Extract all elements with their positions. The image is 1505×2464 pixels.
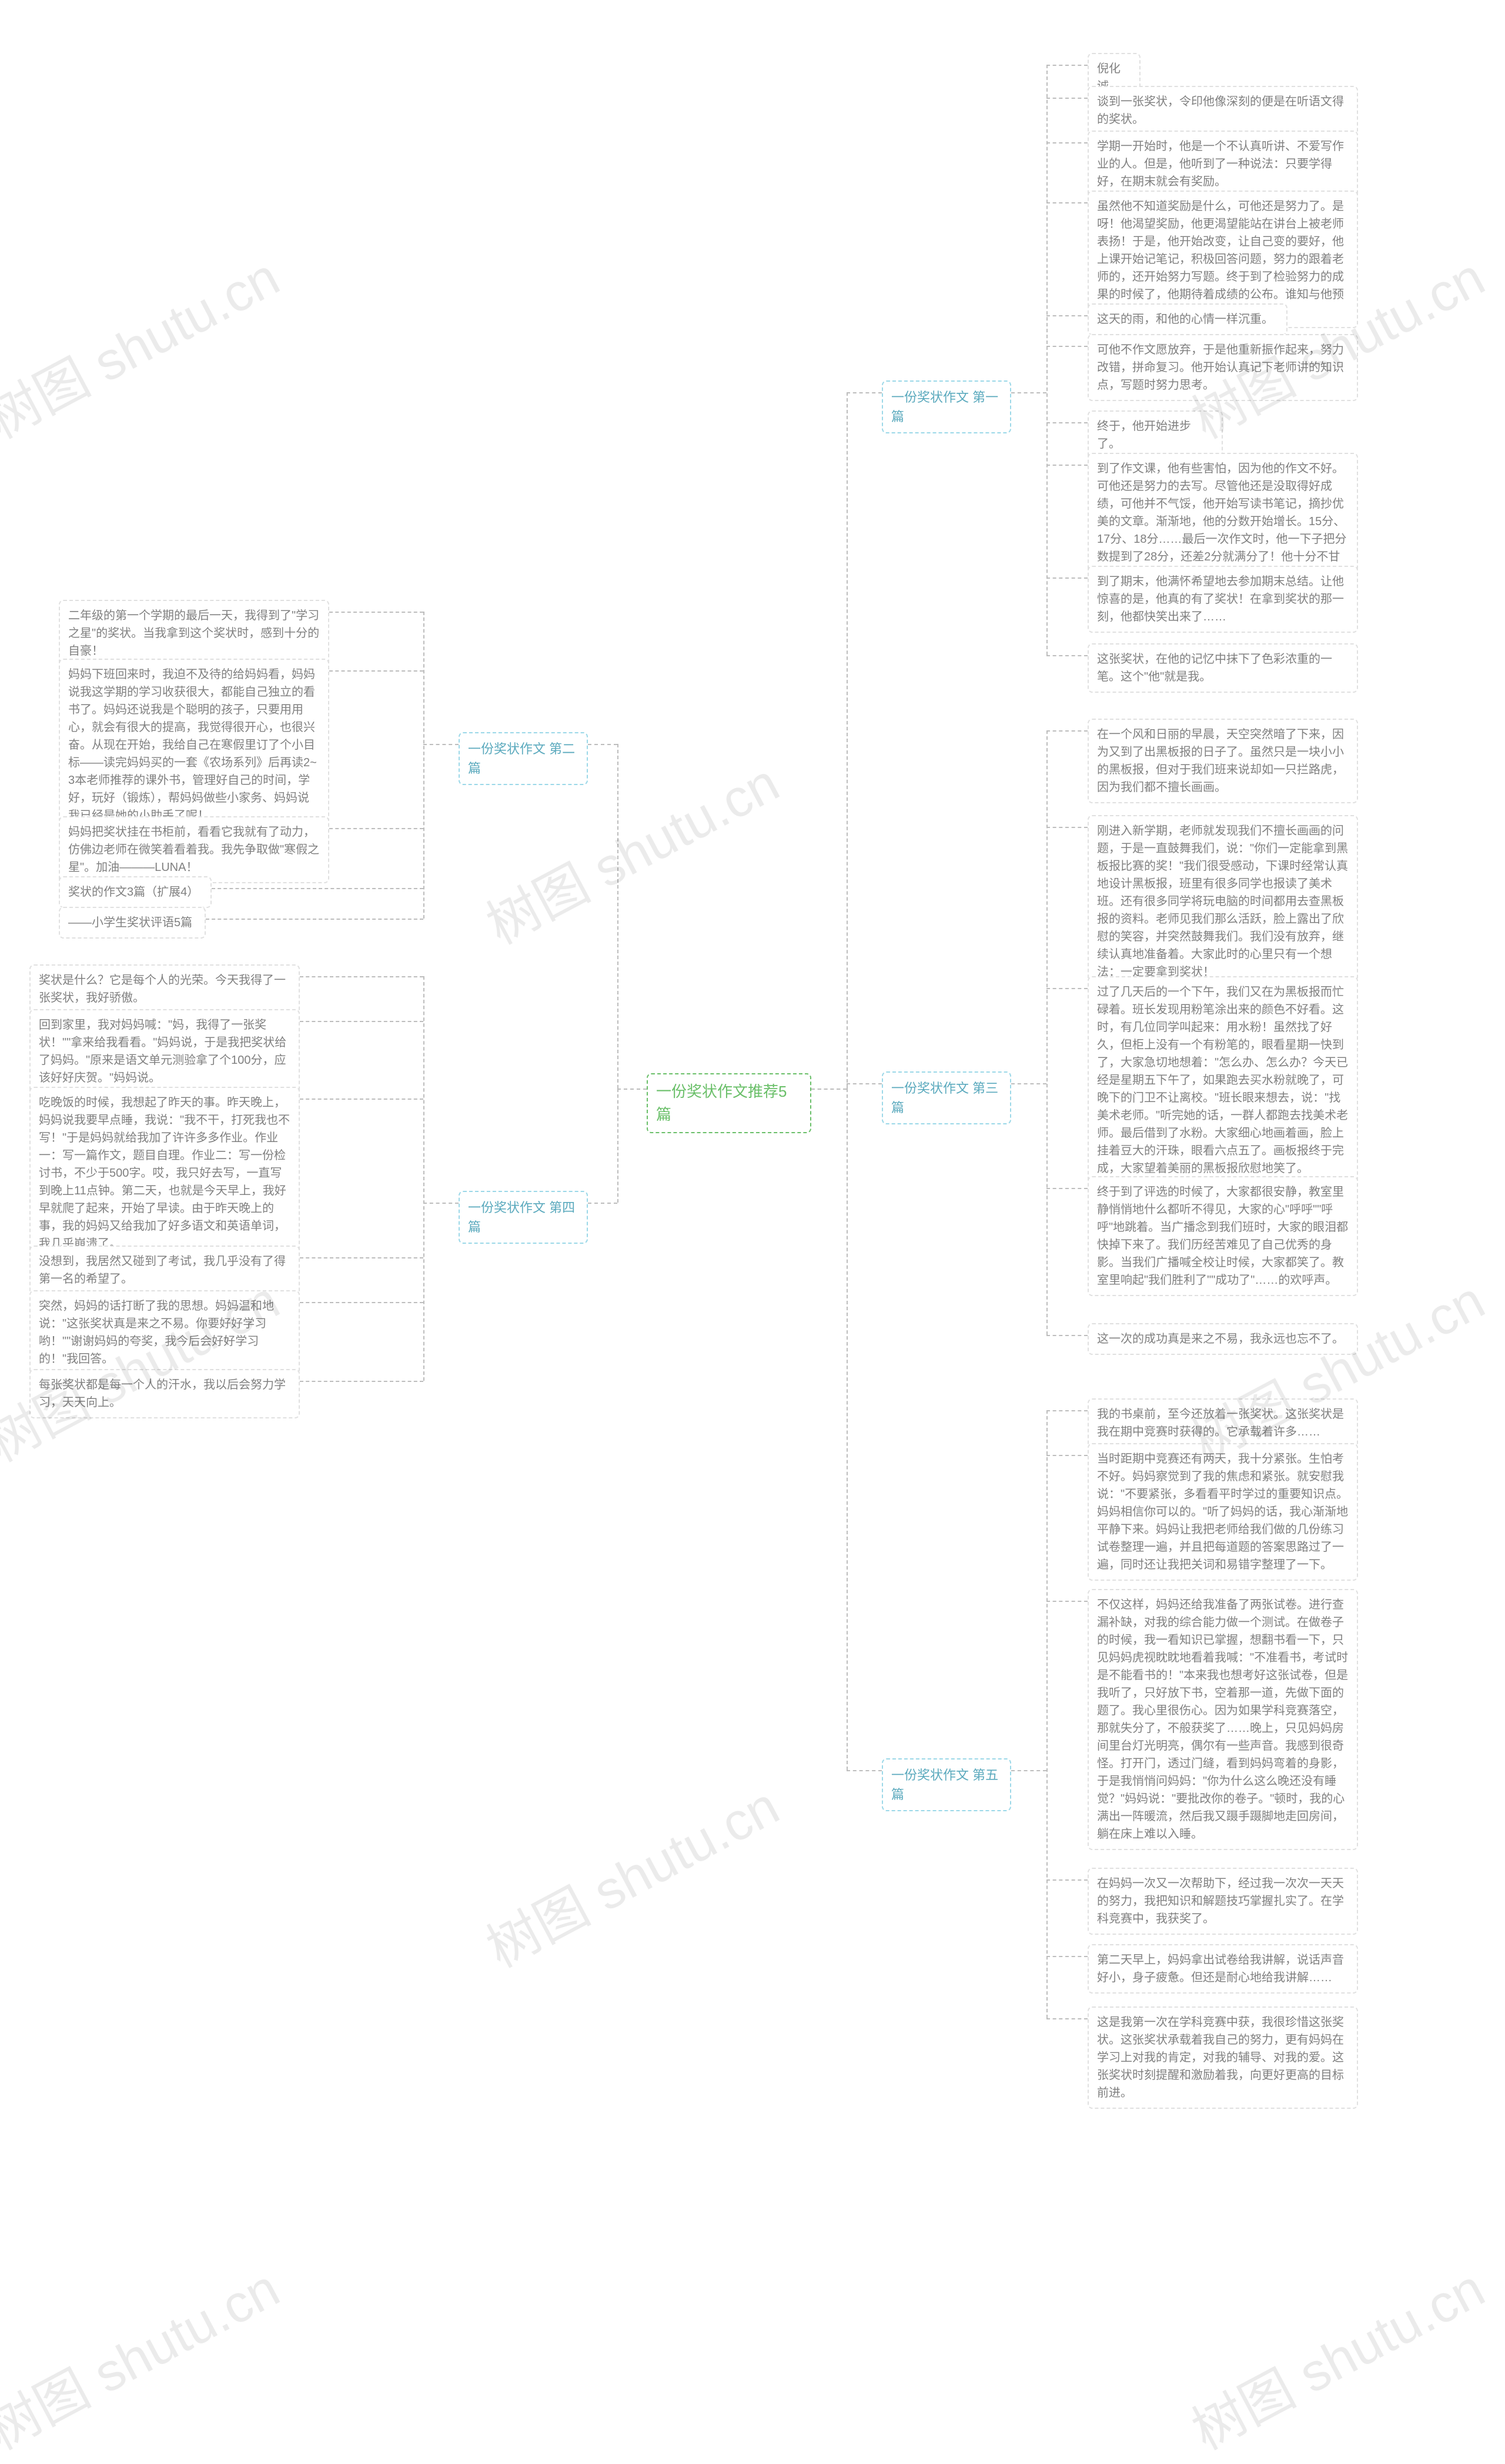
root-node[interactable]: 一份奖状作文推荐5篇 [647, 1073, 811, 1133]
leaf-node[interactable]: 谈到一张奖状，令印他像深刻的便是在听语文得的奖状。 [1088, 86, 1358, 135]
leaf-node[interactable]: 妈妈把奖状挂在书柜前，看看它我就有了动力，仿佛边老师在微笑着看着我。我先争取做"… [59, 816, 329, 883]
leaf-node[interactable]: 没想到，我居然又碰到了考试，我几乎没有了得第一名的希望了。 [29, 1246, 300, 1295]
leaf-node[interactable]: 二年级的第一个学期的最后一天，我得到了"学习之星"的奖状。当我拿到这个奖状时，感… [59, 600, 329, 667]
branch-node[interactable]: 一份奖状作文 第四篇 [459, 1191, 588, 1244]
branch-node[interactable]: 一份奖状作文 第一篇 [882, 380, 1011, 433]
leaf-node[interactable]: 突然，妈妈的话打断了我的思想。妈妈温和地说："这张奖状真是来之不易。你要好好学习… [29, 1290, 300, 1375]
leaf-node[interactable]: 终于到了评选的时候了，大家都很安静，教室里静悄悄地什么都听不得见，大家的心"呼呼… [1088, 1176, 1358, 1296]
leaf-node[interactable]: 妈妈下班回来时，我迫不及待的给妈妈看，妈妈说我这学期的学习收获很大，都能自己独立… [59, 659, 329, 832]
leaf-node[interactable]: 这一次的成功真是来之不易，我永远也忘不了。 [1088, 1323, 1358, 1355]
leaf-node[interactable]: 奖状的作文3篇（扩展4） [59, 876, 212, 908]
leaf-node[interactable]: 不仅这样，妈妈还给我准备了两张试卷。进行查漏补缺，对我的综合能力做一个测试。在做… [1088, 1589, 1358, 1850]
watermark: 树图 shutu.cn [0, 235, 290, 453]
leaf-node[interactable]: 每张奖状都是每一个人的汗水，我以后会努力学习，天天向上。 [29, 1369, 300, 1418]
leaf-node[interactable]: 我的书桌前，至今还放着一张奖状。这张奖状是我在期中竞赛时获得的。它承载着许多…… [1088, 1398, 1358, 1448]
watermark: 树图 shutu.cn [471, 1764, 790, 1982]
watermark: 树图 shutu.cn [0, 2246, 290, 2464]
leaf-node[interactable]: 在妈妈一次又一次帮助下，经过我一次次一天天的努力，我把知识和解题技巧掌握扎实了。… [1088, 1868, 1358, 1935]
leaf-node[interactable]: 过了几天后的一个下午，我们又在为黑板报而忙碌着。班长发现用粉笔涂出来的颜色不好看… [1088, 976, 1358, 1184]
branch-node[interactable]: 一份奖状作文 第二篇 [459, 732, 588, 785]
leaf-node[interactable]: 到了期末，他满怀希望地去参加期末总结。让他惊喜的是，他真的有了奖状！在拿到奖状的… [1088, 566, 1358, 633]
mindmap-canvas: 树图 shutu.cn树图 shutu.cn树图 shutu.cn树图 shut… [0, 0, 1505, 2328]
branch-node[interactable]: 一份奖状作文 第五篇 [882, 1758, 1011, 1811]
leaf-node[interactable]: 刚进入新学期，老师就发现我们不擅长画画的问题，于是一直鼓舞我们，说："你们一定能… [1088, 815, 1358, 988]
leaf-node[interactable]: 吃晚饭的时候，我想起了昨天的事。昨天晚上，妈妈说我要早点睡，我说："我不干，打死… [29, 1087, 300, 1260]
leaf-node[interactable]: 在一个风和日丽的早晨，天空突然暗了下来，因为又到了出黑板报的日子了。虽然只是一块… [1088, 719, 1358, 803]
leaf-node[interactable]: 第二天早上，妈妈拿出试卷给我讲解，说话声音好小，身子疲惫。但还是耐心地给我讲解…… [1088, 1944, 1358, 1994]
leaf-node[interactable]: ——小学生奖状评语5篇 [59, 907, 206, 939]
leaf-node[interactable]: 可他不作文愿放弃，于是他重新振作起来，努力改错，拼命复习。他开始认真记下老师讲的… [1088, 334, 1358, 401]
leaf-node[interactable]: 奖状是什么？它是每个人的光荣。今天我得了一张奖状，我好骄傲。 [29, 964, 300, 1014]
leaf-node[interactable]: 这是我第一次在学科竞赛中获，我很珍惜这张奖状。这张奖状承载着我自己的努力，更有妈… [1088, 2006, 1358, 2109]
leaf-node[interactable]: 这天的雨，和他的心情一样沉重。 [1088, 303, 1287, 335]
watermark: 树图 shutu.cn [1176, 2246, 1495, 2464]
leaf-node[interactable]: 回到家里，我对妈妈喊："妈，我得了一张奖状！""拿来给我看看。"妈妈说，于是我把… [29, 1009, 300, 1094]
leaf-node[interactable]: 学期一开始时，他是一个不认真听讲、不爱写作业的人。但是，他听到了一种说法：只要学… [1088, 131, 1358, 198]
leaf-node[interactable]: 当时距期中竞赛还有两天，我十分紧张。生怕考不好。妈妈察觉到了我的焦虑和紧张。就安… [1088, 1443, 1358, 1581]
leaf-node[interactable]: 这张奖状，在他的记忆中抹下了色彩浓重的一笔。这个"他"就是我。 [1088, 643, 1358, 693]
branch-node[interactable]: 一份奖状作文 第三篇 [882, 1071, 1011, 1124]
